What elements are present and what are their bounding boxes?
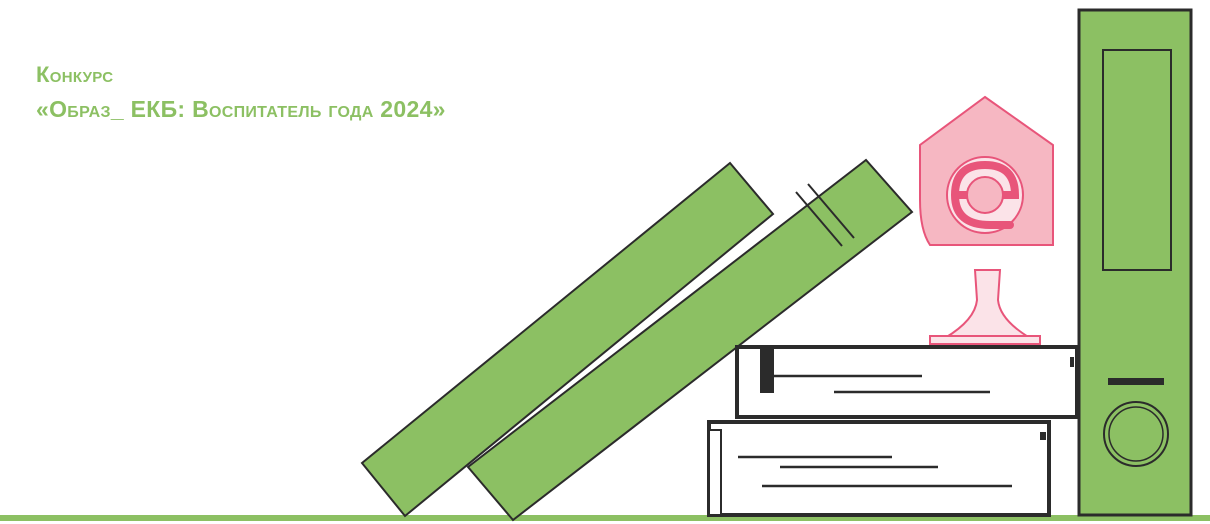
binder xyxy=(1077,8,1193,517)
stacked-book-top xyxy=(735,345,1079,419)
title-line-competition: Конкурс xyxy=(36,62,114,87)
ground-line xyxy=(0,515,1210,521)
leaning-book-front xyxy=(466,158,914,522)
competition-title: Конкурс «Образ_ ЕКБ: Воспитатель года 20… xyxy=(36,60,446,128)
leaning-book-back xyxy=(360,161,775,518)
title-line-name: «Образ_ ЕКБ: Воспитатель года 2024» xyxy=(36,96,446,122)
e-house-logo-icon xyxy=(919,95,1054,345)
stacked-book-bottom xyxy=(707,420,1051,517)
